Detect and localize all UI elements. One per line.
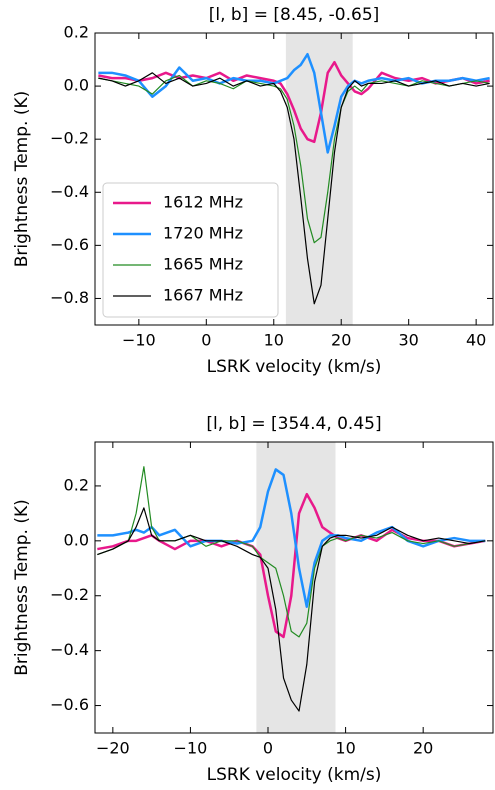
chart-title: [l, b] = [354.4, 0.45] (206, 414, 381, 434)
axes-frame (94, 32, 494, 326)
x-tick-label: 30 (398, 331, 418, 350)
series-line (97, 466, 486, 638)
y-tick-label: −0.2 (50, 129, 89, 148)
series-line (97, 468, 486, 608)
legend-label: 1665 MHz (163, 255, 243, 274)
y-axis-label: Brightness Temp. (K) (12, 91, 32, 267)
series-line (97, 507, 486, 712)
y-tick-label: 0.0 (64, 76, 89, 95)
x-tick-label: 10 (264, 331, 284, 350)
x-tick-label: −10 (174, 739, 208, 758)
x-tick-label: 10 (335, 739, 355, 758)
y-tick-label: −0.6 (50, 235, 89, 254)
y-axis-label: Brightness Temp. (K) (12, 499, 32, 675)
chart-title: [l, b] = [8.45, -0.65] (209, 5, 380, 25)
axes-frame (94, 441, 494, 734)
y-tick-label: −0.4 (50, 182, 89, 201)
x-axis-label: LSRK velocity (km/s) (207, 765, 382, 785)
shaded-region (256, 442, 336, 733)
legend-box (102, 182, 279, 318)
y-tick-label: 0.2 (64, 475, 89, 494)
legend-label: 1720 MHz (163, 224, 243, 243)
x-tick-label: 0 (201, 331, 211, 350)
x-tick-label: −10 (122, 331, 156, 350)
legend-label: 1612 MHz (163, 193, 243, 212)
plot: [l, b] = [354.4, 0.45] LSRK velocity (km/… (12, 414, 494, 785)
series-line (98, 52, 490, 154)
legend-label: 1667 MHz (163, 286, 243, 305)
plot: [l, b] = [8.45, -0.65] LSRK velocity (km/… (12, 5, 494, 377)
y-tick-label: −0.2 (50, 585, 89, 604)
y-tick-label: −0.6 (50, 695, 89, 714)
y-tick-label: 0.0 (64, 530, 89, 549)
shaded-region (285, 33, 353, 325)
y-tick-label: −0.4 (50, 640, 89, 659)
x-tick-label: −20 (96, 739, 130, 758)
y-tick-label: 0.2 (64, 23, 89, 42)
x-tick-label: 20 (413, 739, 433, 758)
x-tick-label: 0 (263, 739, 273, 758)
y-tick-label: −0.8 (50, 288, 89, 307)
series-line (98, 72, 490, 305)
x-axis-label: LSRK velocity (km/s) (207, 357, 382, 377)
x-tick-label: 40 (466, 331, 486, 350)
x-tick-label: 20 (331, 331, 351, 350)
